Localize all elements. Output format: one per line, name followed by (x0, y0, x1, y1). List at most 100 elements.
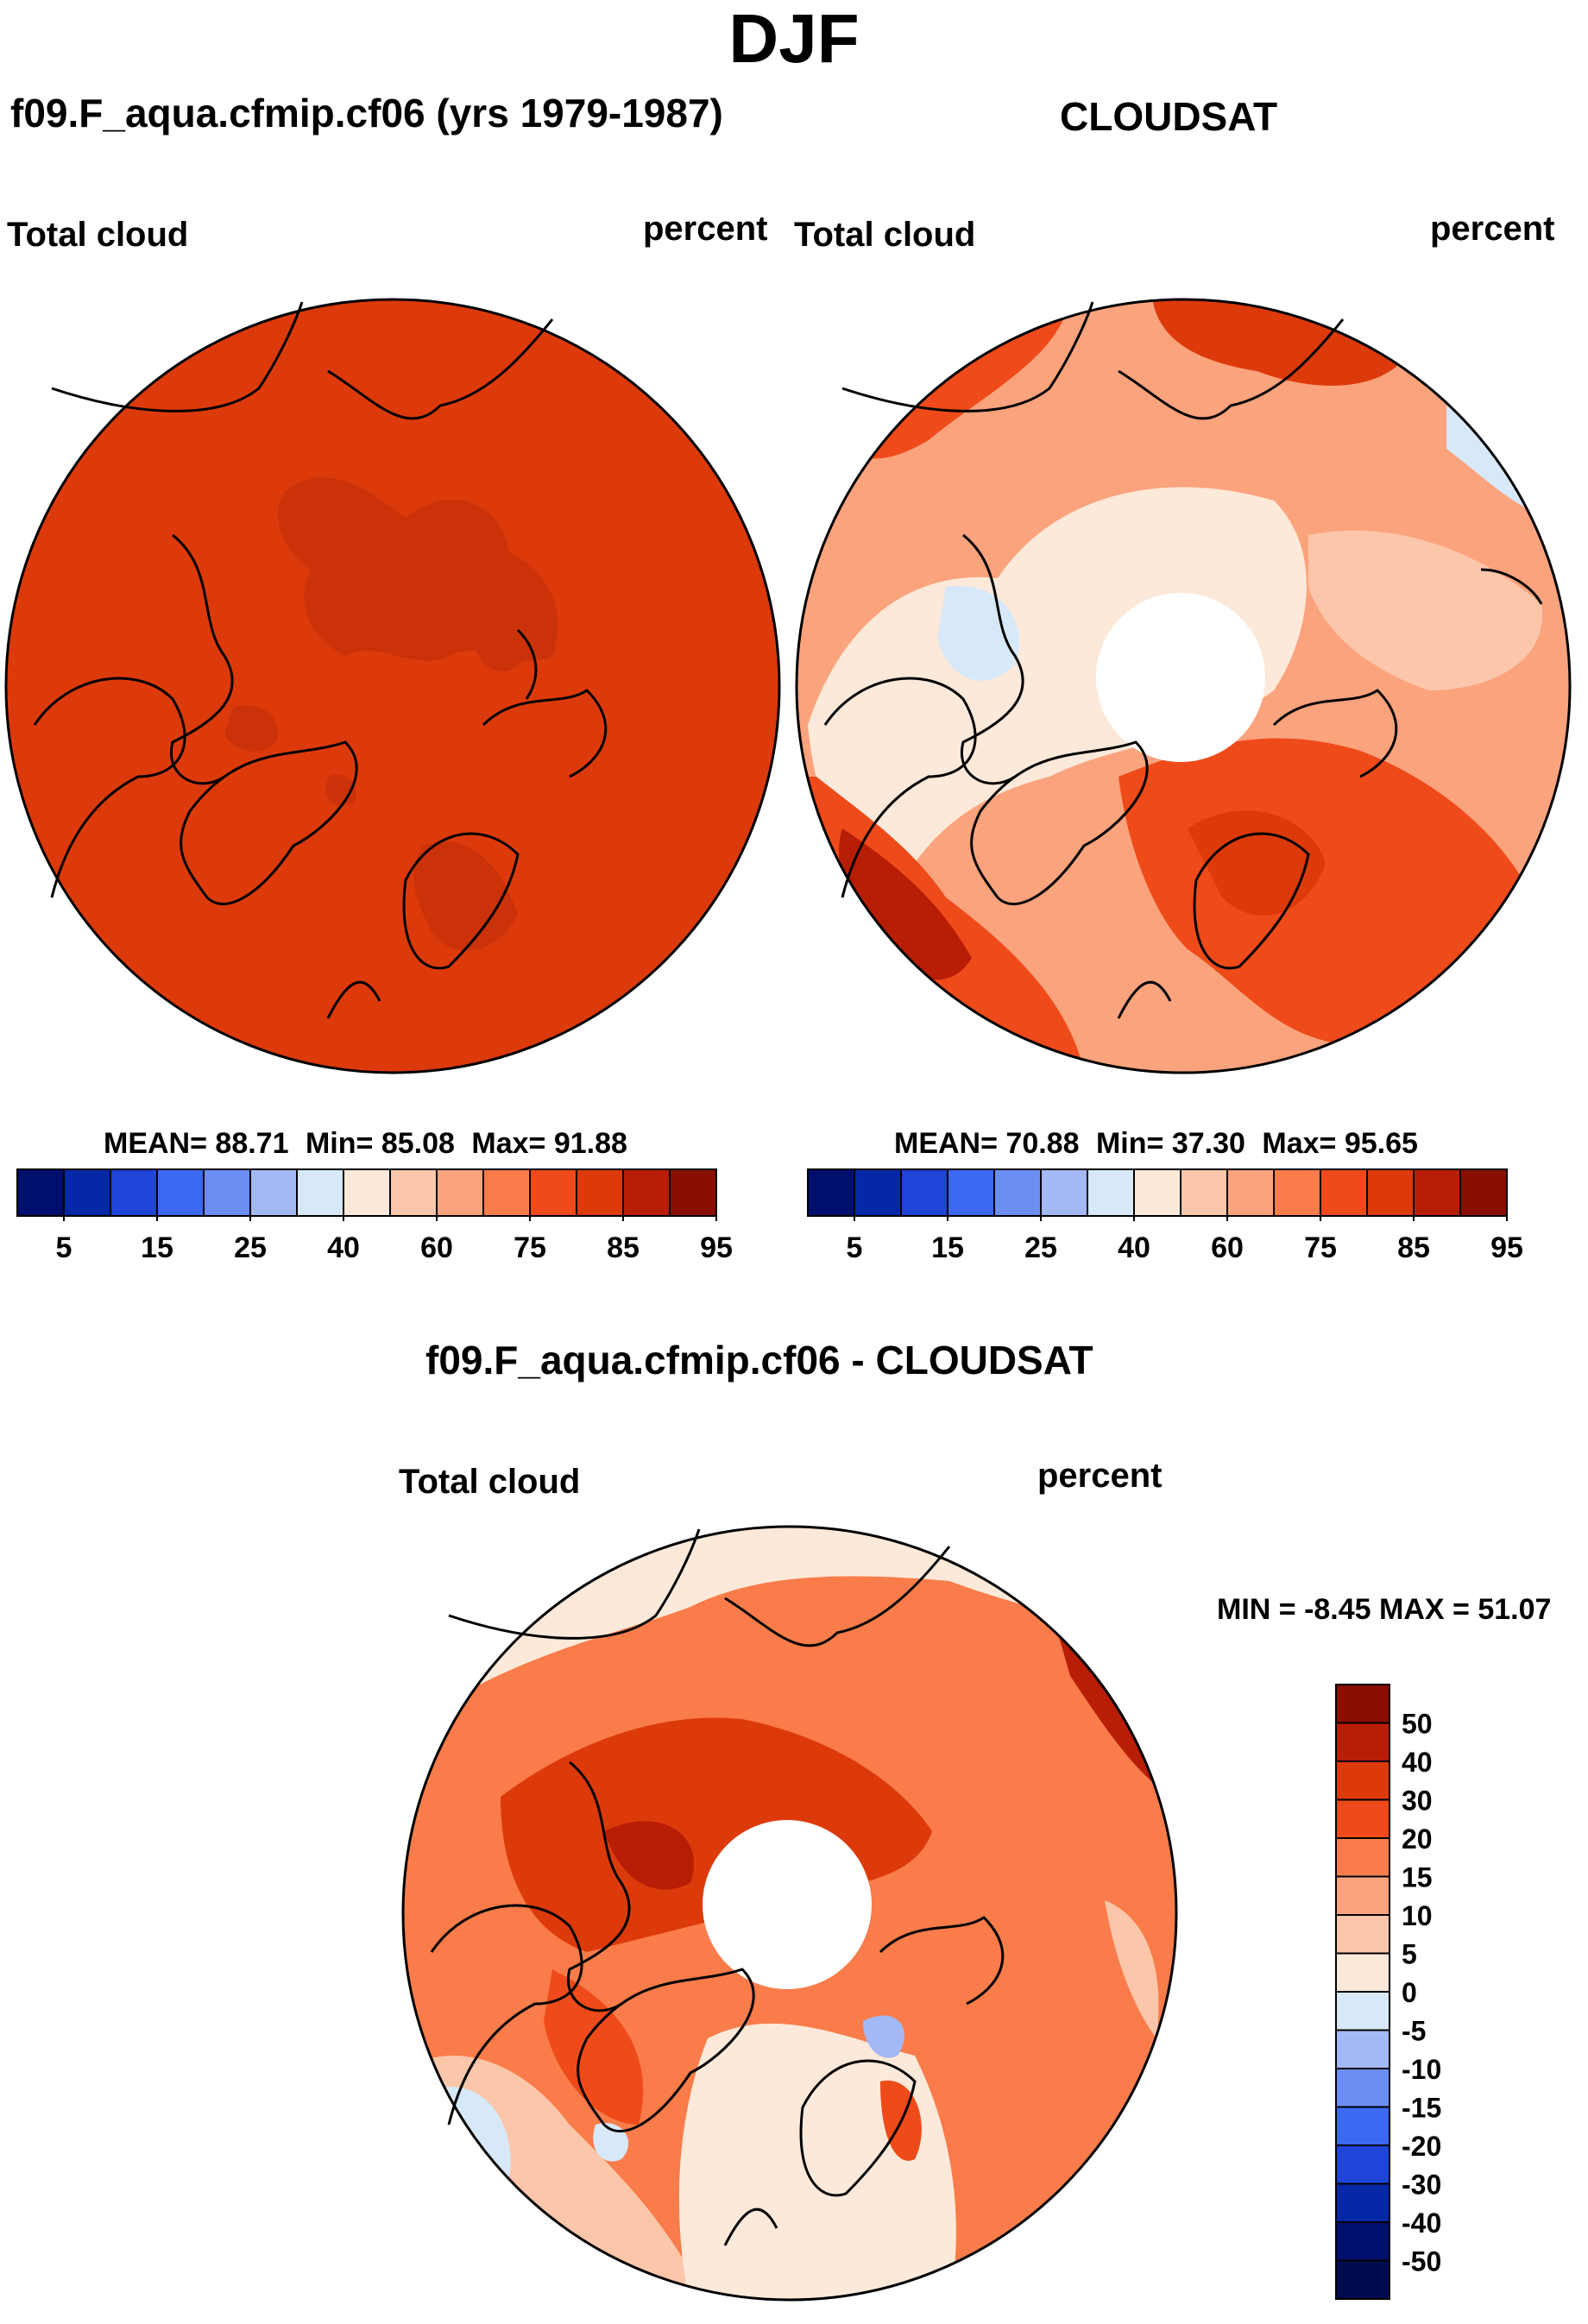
diff-colorbar-box (1335, 1684, 1390, 1724)
obs-colorbar-tick-label: 5 (847, 1231, 863, 1264)
model-colorbar-box (203, 1168, 251, 1217)
model-colorbar-tick-label: 85 (607, 1231, 640, 1264)
model-colorbar-box (482, 1168, 531, 1217)
diff-colorbar-box (1335, 2259, 1390, 2300)
model-coastlines (33, 301, 608, 1019)
diff-colorbar-box (1335, 2221, 1390, 2262)
model-map-border (4, 298, 781, 1074)
stat-mean-label: MEAN= (894, 1127, 998, 1160)
stat-mean-label: MEAN= (104, 1127, 207, 1160)
obs-colorbar-box (1366, 1168, 1415, 1217)
obs-colorbar-box (1180, 1168, 1228, 1217)
model-colorbar-box (296, 1168, 344, 1217)
model-colorbar-tick-label: 5 (56, 1231, 72, 1264)
obs-colorbar-box (1320, 1168, 1368, 1217)
model-colorbar-tick-label: 95 (700, 1231, 733, 1264)
model-polar-map (4, 298, 781, 1074)
obs-colorbar-tick-label: 85 (1397, 1231, 1430, 1264)
model-colorbar-box (389, 1168, 438, 1217)
model-colorbar-box (63, 1168, 111, 1217)
obs-colorbar-box (1087, 1168, 1135, 1217)
stat-max-value: 91.88 (553, 1127, 627, 1160)
model-colorbar: 5 15 25 40 60 75 85 95 (16, 1168, 733, 1264)
diff-map-border (401, 1525, 1178, 2302)
obs-colorbar-tick-label: 75 (1304, 1231, 1337, 1264)
panel-model-title: f09.F_aqua.cfmip.cf06 (yrs 1979-1987) (10, 91, 723, 135)
model-colorbar-box (669, 1168, 717, 1217)
diff-colorbar-tick-label: 30 (1402, 1786, 1433, 1817)
model-colorbar-box (110, 1168, 158, 1217)
panel-obs-left-label: Total cloud (794, 216, 976, 254)
obs-colorbar-tick-label: 95 (1490, 1231, 1523, 1264)
model-colorbar-box (576, 1168, 624, 1217)
stat-mean-value: 88.71 (215, 1127, 289, 1160)
diff-colorbar-box (1335, 1991, 1390, 2031)
diff-colorbar-box (1335, 2029, 1390, 2069)
panel-obs-title: CLOUDSAT (1060, 94, 1278, 139)
diff-colorbar-tick-label: -15 (1402, 2093, 1441, 2124)
diff-colorbar-tick-label: -40 (1402, 2207, 1441, 2239)
obs-polar-map (795, 298, 1572, 1074)
main-title: DJF (728, 0, 860, 77)
panel-diff-minmax: MIN = -8.45 MAX = 51.07 (1217, 1593, 1552, 1626)
obs-colorbar-tick-label: 60 (1211, 1231, 1244, 1264)
diff-colorbar-box (1335, 2068, 1390, 2108)
obs-colorbar-tick-label: 40 (1118, 1231, 1150, 1264)
stat-max-value: 95.65 (1344, 1127, 1418, 1160)
model-colorbar-box (436, 1168, 484, 1217)
stat-min-value: 85.08 (381, 1127, 455, 1160)
model-colorbar-tick-label: 25 (234, 1231, 267, 1264)
diff-colorbar-box (1335, 2106, 1390, 2146)
diff-colorbar-box (1335, 1952, 1390, 1993)
panel-obs-right-label: percent (1430, 210, 1555, 248)
obs-map-border (795, 298, 1572, 1074)
obs-colorbar-box (1459, 1168, 1508, 1217)
obs-colorbar-box (1273, 1168, 1321, 1217)
diff-polar-no-data (703, 1820, 872, 1989)
diff-colorbar-box (1335, 2182, 1390, 2223)
diff-colorbar-tick-label: -30 (1402, 2170, 1441, 2201)
stat-min-value: 37.30 (1171, 1127, 1245, 1160)
obs-colorbar-tick-label: 15 (931, 1231, 964, 1264)
diff-colorbar-box (1335, 1914, 1390, 1955)
diff-colorbar-box (1335, 1837, 1390, 1878)
model-field-background (6, 299, 779, 1073)
obs-colorbar-box (1413, 1168, 1461, 1217)
stat-min-label: Min= (1095, 1127, 1164, 1160)
diff-colorbar-box (1335, 1760, 1390, 1801)
stat-mean-value: 70.88 (1005, 1127, 1080, 1160)
model-colorbar-box (16, 1168, 65, 1217)
obs-colorbar-box (1040, 1168, 1088, 1217)
stat-max-label: Max= (1262, 1127, 1337, 1160)
model-colorbar-box (529, 1168, 577, 1217)
diff-colorbar-tick-label: 5 (1402, 1939, 1417, 1970)
obs-colorbar-tick-label: 25 (1024, 1231, 1057, 1264)
panel-diff-title: f09.F_aqua.cfmip.cf06 - CLOUDSAT (425, 1338, 1093, 1382)
obs-polar-no-data (1096, 593, 1265, 762)
panel-model-left-label: Total cloud (7, 216, 189, 254)
model-field-high-patches (224, 477, 558, 951)
panel-diff-left-label: Total cloud (399, 1463, 581, 1501)
diff-colorbar-tick-label: 10 (1402, 1900, 1433, 1931)
panel-model-stats: MEAN= 88.71 Min= 85.08 Max= 91.88 (104, 1129, 627, 1158)
obs-colorbar-box (1226, 1168, 1275, 1217)
diff-colorbar-tick-label: -5 (1402, 2016, 1426, 2047)
diff-colorbar-tick-label: 40 (1402, 1747, 1433, 1778)
diff-colorbar-box (1335, 1798, 1390, 1839)
obs-colorbar-box (1133, 1168, 1182, 1217)
panel-diff-right-label: percent (1037, 1457, 1163, 1495)
model-colorbar-tick-label: 15 (141, 1231, 173, 1264)
obs-colorbar-box (807, 1168, 855, 1217)
model-colorbar-box (622, 1168, 671, 1217)
diff-colorbar-box (1335, 1875, 1390, 1916)
diff-coastlines (430, 1528, 1005, 2246)
obs-coastlines (823, 301, 1543, 1019)
diff-colorbar-tick-label: 50 (1402, 1709, 1433, 1740)
model-colorbar-tick-label: 60 (420, 1231, 453, 1264)
diff-colorbar-tick-label: -50 (1402, 2246, 1441, 2277)
diff-colorbar-tick-label: -10 (1402, 2054, 1441, 2085)
diff-colorbar-tick-label: 0 (1402, 1977, 1417, 2008)
model-colorbar-box (249, 1168, 298, 1217)
diff-colorbar-tick-label: 15 (1402, 1862, 1433, 1893)
